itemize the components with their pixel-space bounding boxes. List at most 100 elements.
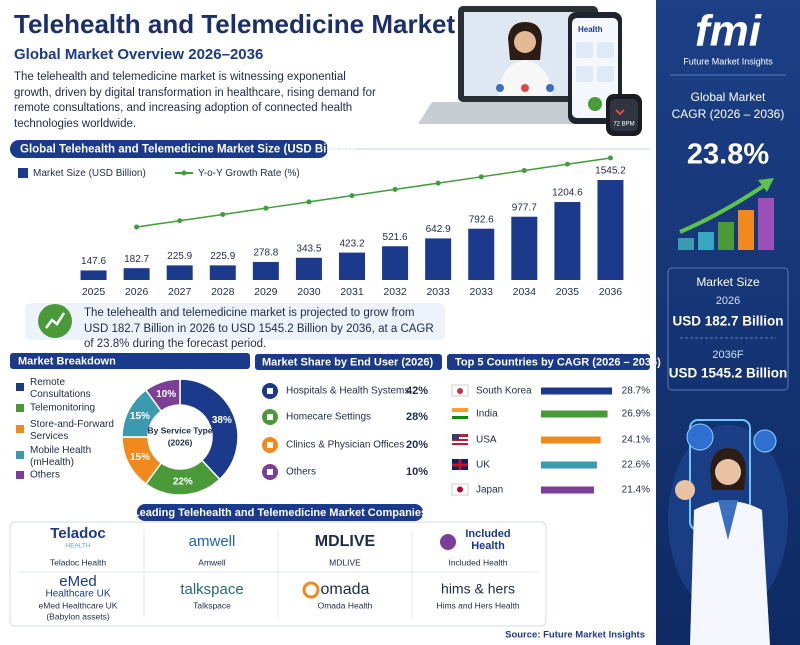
section-title: Market Breakdown	[18, 355, 116, 367]
bar	[425, 238, 452, 280]
company-logo: Included	[465, 528, 510, 540]
logo-icon	[302, 581, 320, 599]
bar	[554, 202, 581, 280]
slice-label: 10%	[156, 389, 176, 400]
flag	[458, 459, 462, 470]
icon	[267, 414, 273, 420]
value-label: 977.7	[512, 202, 537, 213]
row-share: 42%	[406, 385, 428, 397]
bar	[541, 436, 601, 444]
bar	[209, 265, 236, 280]
value-label: 792.6	[469, 214, 494, 225]
growth-point	[564, 161, 570, 167]
country-label: Japan	[476, 485, 503, 496]
x-tick-label: 2027	[168, 286, 192, 298]
companies-box	[9, 521, 547, 627]
row-share: 20%	[406, 439, 428, 451]
size-box	[667, 267, 789, 391]
country-label: India	[476, 409, 498, 420]
size-year: 2036F	[712, 349, 743, 361]
section-pill	[137, 504, 423, 521]
growth-point	[220, 211, 226, 217]
company-name: MDLIVE	[329, 557, 361, 567]
legend-swatch	[16, 425, 24, 433]
row-label: Hospitals & Health Systems	[286, 386, 409, 397]
growth-point	[521, 168, 527, 174]
company-logo: HEALTH	[65, 543, 90, 550]
growth-point	[263, 205, 269, 211]
x-tick-label: 2029	[254, 286, 278, 298]
bar	[80, 270, 107, 280]
legend-swatch	[181, 170, 187, 176]
country-label: UK	[476, 460, 490, 471]
legend-label: Remote Consultations	[30, 377, 91, 400]
company-logo: omada	[321, 581, 370, 598]
donut-slice	[144, 378, 181, 413]
x-tick-label: 2031	[340, 286, 364, 298]
x-tick-label: 2030	[297, 286, 321, 298]
cagr-label: CAGR (2026 – 2036)	[672, 107, 785, 121]
legend-label: Telemonitoring	[30, 403, 95, 414]
x-tick-label: 2036	[599, 286, 623, 298]
subtitle: Global Market Overview 2026–2036	[14, 46, 263, 63]
section-pill	[10, 353, 250, 369]
row-share: 28%	[406, 411, 428, 423]
growth-point	[134, 224, 140, 230]
value-label: 423.2	[339, 238, 364, 249]
section-title: Leading Telehealth and Telemedicine Mark…	[133, 507, 427, 519]
doctor-illustration	[668, 419, 788, 645]
size-year: 2026	[716, 295, 740, 307]
legend-swatch	[18, 168, 28, 178]
legend-label: Store-and-Forward Services	[30, 419, 114, 442]
slice-label: 22%	[173, 477, 193, 488]
icon	[267, 442, 273, 448]
legend-swatch	[16, 383, 24, 391]
bar	[511, 216, 538, 280]
value-label: 343.5	[296, 243, 321, 254]
legend-swatch	[16, 404, 24, 412]
growth-point	[607, 155, 613, 161]
logo-icon	[440, 534, 456, 550]
legend-swatch	[16, 471, 24, 479]
value-label: 24.1%	[622, 435, 650, 446]
flag	[457, 486, 463, 493]
x-tick-label: 2034	[513, 286, 537, 298]
company-logo: talkspace	[180, 581, 243, 598]
size-title: Market Size	[696, 275, 760, 289]
value-label: 278.8	[253, 248, 278, 259]
growth-line	[136, 157, 611, 228]
flag	[452, 434, 459, 440]
company-name: Included Health	[448, 557, 507, 567]
bar	[295, 257, 322, 280]
bar	[252, 261, 279, 280]
x-tick-label: 2025	[82, 286, 106, 298]
brand-logo: fmi	[695, 7, 762, 56]
x-tick-label: 2028	[211, 286, 235, 298]
section-pill	[255, 354, 442, 370]
icon	[267, 388, 273, 394]
section-pill	[10, 140, 328, 158]
company-name: (Babylon assets)	[46, 611, 109, 621]
growth-point	[435, 180, 441, 186]
section-pill	[447, 354, 650, 370]
section-title: Top 5 Countries by CAGR (2026 – 2036)	[455, 356, 661, 368]
row-label: Homecare Settings	[286, 412, 371, 423]
value-label: 26.9%	[622, 409, 650, 420]
slice-label: 38%	[212, 415, 232, 426]
row-label: Clinics & Physician Offices	[286, 440, 404, 451]
x-tick-label: 2035	[556, 286, 580, 298]
bar	[541, 486, 594, 494]
bar	[339, 252, 365, 280]
flag	[452, 416, 468, 419]
watch-reading: 72 BPM	[613, 122, 634, 128]
value-label: 21.4%	[622, 485, 650, 496]
legend-label: Market Size (USD Billion)	[33, 168, 146, 179]
row-share: 10%	[406, 466, 428, 478]
company-name: Hims and Hers Health	[436, 600, 519, 610]
bar	[468, 228, 495, 280]
company-logo: Healthcare UK	[45, 589, 110, 600]
growth-icon	[678, 178, 774, 250]
value-label: 1545.2	[595, 166, 626, 177]
value-label: 22.6%	[622, 460, 650, 471]
